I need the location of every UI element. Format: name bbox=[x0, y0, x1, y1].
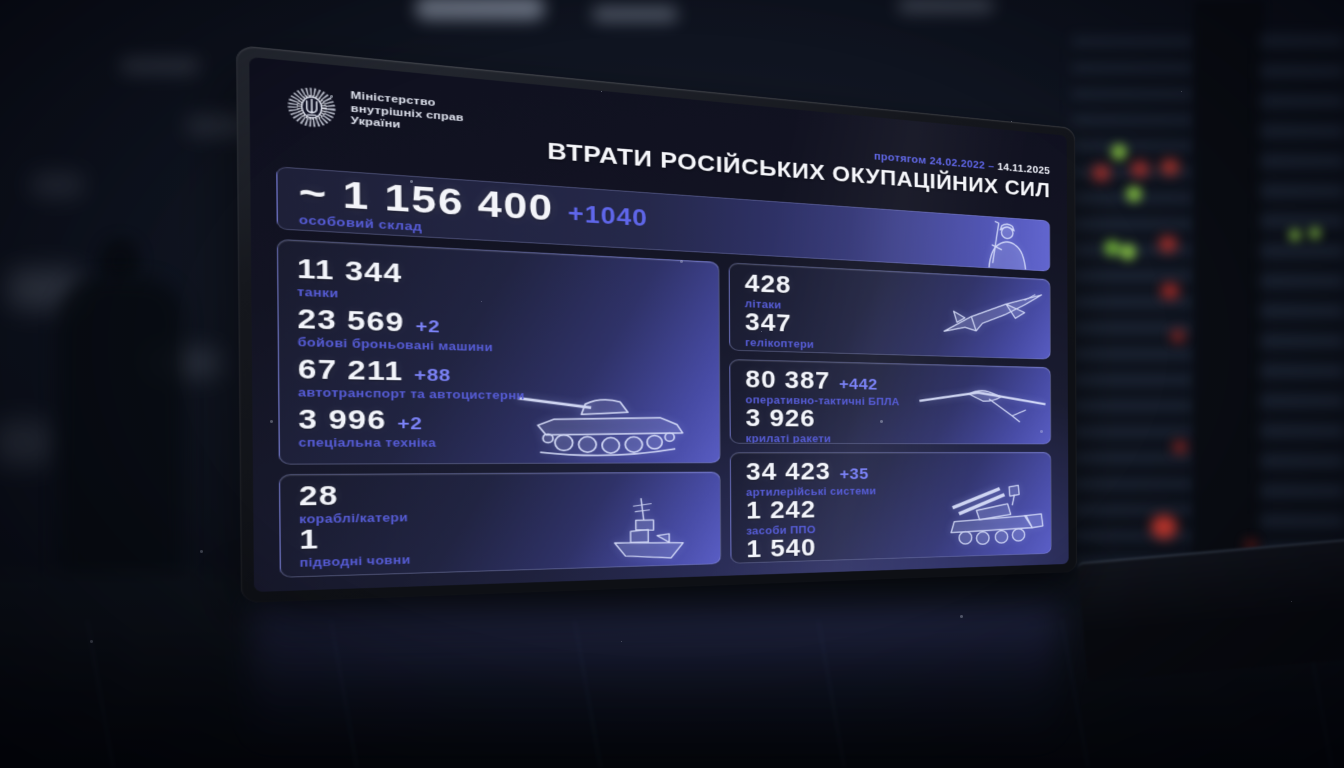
stat-value: 3 996 bbox=[298, 405, 387, 436]
green-led-lights bbox=[1111, 144, 1127, 160]
stat-uav: 80 387 +442 оперативно-тактичні БПЛА bbox=[745, 365, 1038, 409]
stat-trucks-tankers: 67 211 +88 автотранспорт та автоцистерни bbox=[297, 354, 705, 405]
panel-artillery: 34 423 +35 артилерійські системи 1 242 за… bbox=[730, 451, 1052, 564]
ceiling-light-glow bbox=[592, 6, 678, 22]
stat-delta: +88 bbox=[414, 365, 451, 386]
stat-value: 1 540 bbox=[746, 534, 817, 564]
stat-value: 3 926 bbox=[745, 404, 816, 432]
red-led-lights bbox=[1092, 165, 1110, 181]
stat-value: 80 387 bbox=[745, 365, 831, 395]
ceiling-light-glow bbox=[415, 0, 545, 20]
period-end-date: 14.11.2025 bbox=[997, 160, 1051, 177]
stat-artillery-systems: 34 423 +35 артилерійські системи bbox=[745, 458, 1039, 499]
right-column: 428 літаки 347 гелікоптери bbox=[728, 262, 1052, 564]
ceiling-light-glow bbox=[898, 0, 994, 13]
stat-delta: +2 bbox=[415, 317, 441, 338]
personnel-delta: +1040 bbox=[567, 199, 648, 231]
stat-label: спеціальна техніка bbox=[298, 436, 437, 450]
stat-tanks: 11 344 танки bbox=[296, 254, 704, 314]
panel-ships: 28 кораблі/катери 1 підводні човни bbox=[278, 471, 722, 578]
bokeh-light bbox=[0, 420, 54, 466]
stat-special-equipment: 3 996 +2 спеціальна техніка bbox=[298, 405, 705, 450]
stats-grid: 11 344 танки 23 569 +2 бойові броньовані … bbox=[276, 238, 1052, 578]
mvs-emblem-icon bbox=[285, 81, 339, 133]
stat-value: 23 569 bbox=[297, 304, 405, 338]
stat-delta: +2 bbox=[397, 414, 423, 435]
panel-vehicles: 11 344 танки 23 569 +2 бойові броньовані … bbox=[276, 238, 721, 465]
stat-value: 67 211 bbox=[297, 354, 404, 387]
stat-value: 28 bbox=[298, 481, 339, 513]
stat-value: 1 bbox=[299, 525, 320, 556]
screen: Міністерство внутрішніх справ України пр… bbox=[249, 56, 1069, 593]
stat-armoured-vehicles: 23 569 +2 бойові броньовані машини bbox=[297, 305, 704, 359]
stat-delta: +442 bbox=[838, 375, 878, 394]
screen-reflection bbox=[249, 602, 1061, 750]
stat-cruise-missiles: 3 926 крилаті ракети bbox=[745, 404, 1038, 445]
laptop-silhouette bbox=[1077, 533, 1344, 683]
bokeh-light bbox=[120, 58, 200, 74]
server-rack bbox=[1072, 36, 1194, 602]
stat-value: 1 242 bbox=[746, 496, 817, 525]
stat-value: 11 344 bbox=[296, 254, 403, 289]
stat-value: 34 423 bbox=[745, 458, 831, 486]
stat-mlrs: 1 540 РСЗВ bbox=[746, 530, 1038, 564]
stat-value: 347 bbox=[744, 308, 792, 338]
panel-aviation: 428 літаки 347 гелікоптери bbox=[728, 262, 1051, 360]
mvs-logo: Міністерство внутрішніх справ України bbox=[285, 81, 464, 143]
left-column: 11 344 танки 23 569 +2 бойові броньовані … bbox=[276, 238, 722, 578]
stat-label: крилаті ракети bbox=[745, 432, 832, 445]
stat-value: 428 bbox=[744, 270, 792, 300]
bokeh-light bbox=[30, 172, 84, 198]
soldier-icon bbox=[956, 216, 1044, 271]
stat-delta: +35 bbox=[839, 465, 869, 484]
panel-uav: 80 387 +442 оперативно-тактичні БПЛА 3 92… bbox=[729, 358, 1052, 445]
server-rack bbox=[1260, 34, 1344, 582]
monitor: Міністерство внутрішніх справ України пр… bbox=[236, 45, 1078, 604]
